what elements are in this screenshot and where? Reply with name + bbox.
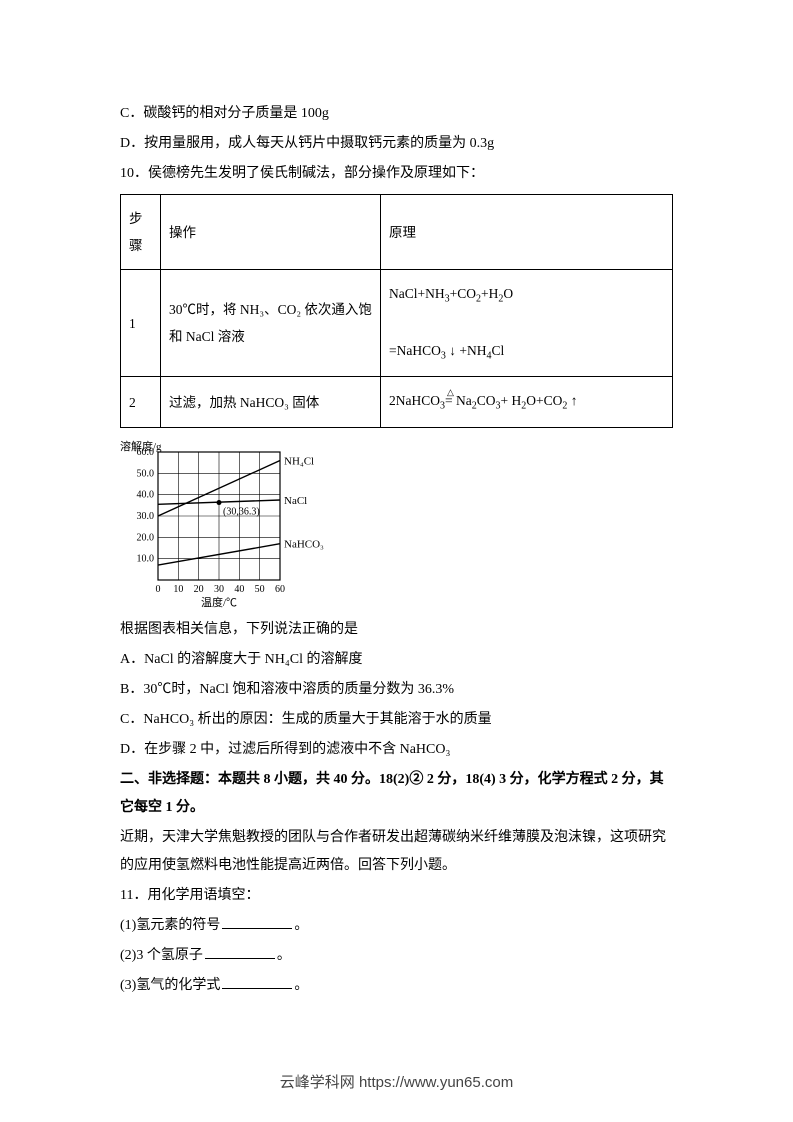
svg-text:NaHCO₃: NaHCO₃ [284,539,324,551]
option-c: C．碳酸钙的相对分子质量是 100g [120,100,673,128]
svg-text:30.0: 30.0 [137,511,155,522]
svg-text:20.0: 20.0 [137,532,155,543]
svg-text:30: 30 [214,584,224,595]
svg-text:(30,36.3): (30,36.3) [223,507,260,518]
procedure-table: 步骤 操作 原理 1 30℃时，将 NH₃、CO₂ 依次通入饱和 NaCl 溶液… [120,194,673,428]
th-step: 步骤 [121,195,161,270]
table-header-row: 步骤 操作 原理 [121,195,673,270]
q11-3-text: (3)氢气的化学式 [120,978,220,993]
svg-text:40: 40 [234,584,244,595]
option-d: D．按用量服用，成人每天从钙片中摄取钙元素的质量为 0.3g [120,130,673,158]
q10-intro: 10．侯德榜先生发明了侯氏制碱法，部分操作及原理如下： [120,160,673,188]
table-row: 2 过滤，加热 NaHCO₃ 固体 2NaHCO3△= Na2CO3+ H2O+… [121,377,673,428]
blank-3 [222,977,292,989]
th-operation: 操作 [161,195,381,270]
cell-step-2: 2 [121,377,161,428]
q11-3: (3)氢气的化学式 。 [120,972,673,1000]
q10-option-b: B．30℃时，NaCl 饱和溶液中溶质的质量分数为 36.3% [120,676,673,704]
cell-op-1: 30℃时，将 NH₃、CO₂ 依次通入饱和 NaCl 溶液 [161,270,381,377]
svg-text:50.0: 50.0 [137,468,155,479]
blank-2 [205,947,275,959]
q11-3-tail: 。 [294,978,308,993]
svg-text:10.0: 10.0 [137,554,155,565]
cell-prin-2: 2NaHCO3△= Na2CO3+ H2O+CO2 ↑ [381,377,673,428]
th-principle: 原理 [381,195,673,270]
chart-svg: 溶解度/g010203040506010.020.030.040.050.060… [120,438,340,608]
q11-1: (1)氢元素的符号 。 [120,912,673,940]
q11-1-text: (1)氢元素的符号 [120,918,220,933]
footer: 云峰学科网 https://www.yun65.com [0,1071,793,1092]
q11-2-tail: 。 [277,948,291,963]
q11-2: (2)3 个氢原子 。 [120,942,673,970]
q10-after: 根据图表相关信息，下列说法正确的是 [120,616,673,644]
svg-text:50: 50 [255,584,265,595]
page: C．碳酸钙的相对分子质量是 100g D．按用量服用，成人每天从钙片中摄取钙元素… [0,0,793,1122]
svg-text:60.0: 60.0 [137,447,155,458]
cell-step-1: 1 [121,270,161,377]
svg-text:NaCl: NaCl [284,495,307,507]
cell-op-2: 过滤，加热 NaHCO₃ 固体 [161,377,381,428]
svg-text:NH₄Cl: NH₄Cl [284,456,314,468]
svg-text:温度/℃: 温度/℃ [201,595,237,608]
q10-option-d: D．在步骤 2 中，过滤后所得到的滤液中不含 NaHCO₃ [120,736,673,764]
svg-text:60: 60 [275,584,285,595]
q11-2-text: (2)3 个氢原子 [120,948,203,963]
table-row: 1 30℃时，将 NH₃、CO₂ 依次通入饱和 NaCl 溶液 NaCl+NH3… [121,270,673,377]
cell-prin-1: NaCl+NH3+CO2+H2O=NaHCO3 ↓ +NH4Cl [381,270,673,377]
paragraph: 近期，天津大学焦魁教授的团队与合作者研发出超薄碳纳米纤维薄膜及泡沫镍，这项研究的… [120,824,673,880]
section2-title: 二、非选择题：本题共 8 小题，共 40 分。18(2)② 2 分，18(4) … [120,766,673,822]
q10-option-a: A．NaCl 的溶解度大于 NH₄Cl 的溶解度 [120,646,673,674]
q11-1-tail: 。 [294,918,308,933]
svg-text:10: 10 [173,584,183,595]
blank-1 [222,917,292,929]
q10-option-c: C．NaHCO₃ 析出的原因：生成的质量大于其能溶于水的质量 [120,706,673,734]
svg-text:40.0: 40.0 [137,490,155,501]
svg-text:0: 0 [156,584,161,595]
q11-intro: 11．用化学用语填空： [120,882,673,910]
svg-text:20: 20 [194,584,204,595]
solubility-chart: 溶解度/g010203040506010.020.030.040.050.060… [120,438,673,608]
